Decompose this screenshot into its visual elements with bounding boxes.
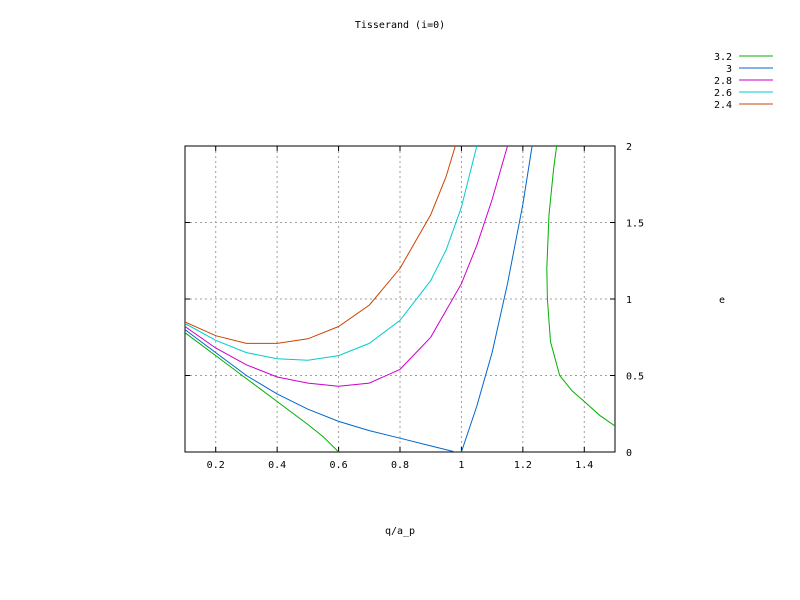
series-line-2.8 xyxy=(185,146,508,387)
legend-label: 2.6 xyxy=(714,88,732,99)
series-line-3.2 xyxy=(185,332,339,452)
y-tick-label: 1.5 xyxy=(626,219,644,230)
legend-label: 2.8 xyxy=(714,76,732,87)
x-tick-label: 1.4 xyxy=(575,460,593,471)
x-tick-label: 0.4 xyxy=(268,460,286,471)
y-tick-label: 0 xyxy=(626,448,632,459)
y-tick-label: 2 xyxy=(626,142,632,153)
y-tick-label: 0.5 xyxy=(626,372,644,383)
x-tick-label: 0.6 xyxy=(330,460,348,471)
y-axis: 0 0.5 1 1.5 2 xyxy=(185,142,644,459)
series-line-3.2 xyxy=(546,146,615,427)
series-line-3 xyxy=(185,329,456,452)
series-line-2.6 xyxy=(185,146,478,361)
x-tick-label: 0.8 xyxy=(391,460,409,471)
x-axis: 0.2 0.4 0.6 0.8 1 1.2 1.4 xyxy=(207,146,593,471)
series-line-2.4 xyxy=(185,146,456,344)
y-tick-label: 1 xyxy=(626,295,632,306)
series-lines xyxy=(185,146,615,452)
y-axis-label: e xyxy=(719,295,725,306)
legend-label: 3.2 xyxy=(714,52,732,63)
chart-title: Tisserand (i=0) xyxy=(355,20,445,31)
x-tick-label: 1 xyxy=(458,460,464,471)
legend-label: 2.4 xyxy=(714,100,732,111)
legend: 3.232.82.62.4 xyxy=(714,52,773,111)
legend-label: 3 xyxy=(726,64,732,75)
grid xyxy=(185,146,615,452)
series-line-3 xyxy=(460,146,533,452)
x-tick-label: 0.2 xyxy=(207,460,225,471)
x-tick-label: 1.2 xyxy=(514,460,532,471)
x-axis-label: q/a_p xyxy=(385,526,415,537)
